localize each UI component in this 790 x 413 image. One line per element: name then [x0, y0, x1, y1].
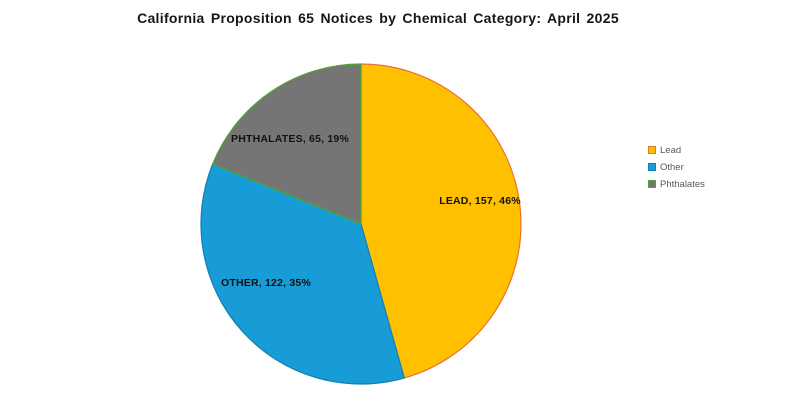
- legend-label-phthalates: Phthalates: [660, 178, 705, 190]
- slice-label-lead: LEAD, 157, 46%: [439, 195, 521, 207]
- legend-item-other: Other: [648, 161, 705, 173]
- legend-swatch-lead: [648, 146, 656, 154]
- legend: Lead Other Phthalates: [648, 144, 705, 190]
- legend-label-other: Other: [660, 161, 684, 173]
- pie-slice-lead: [360, 63, 522, 379]
- chart-title: California Proposition 65 Notices by Che…: [137, 10, 619, 26]
- pie-slice-other: [200, 163, 405, 385]
- legend-item-phthalates: Phthalates: [648, 178, 705, 190]
- legend-swatch-phthalates: [648, 180, 656, 188]
- legend-swatch-other: [648, 163, 656, 171]
- legend-item-lead: Lead: [648, 144, 705, 156]
- slice-label-phthalates: PHTHALATES, 65, 19%: [231, 133, 349, 145]
- slice-label-other: OTHER, 122, 35%: [221, 277, 311, 289]
- legend-label-lead: Lead: [660, 144, 682, 156]
- pie-slice-phthalates: [212, 63, 362, 225]
